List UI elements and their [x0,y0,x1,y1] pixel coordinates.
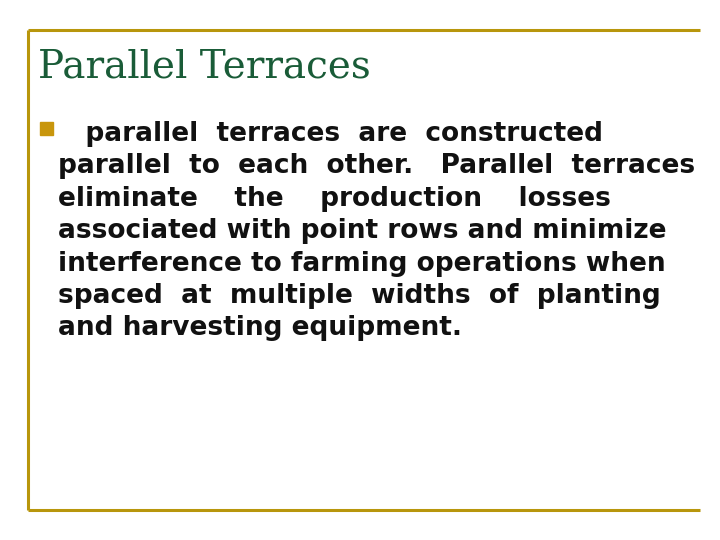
Text: Parallel Terraces: Parallel Terraces [38,48,371,85]
Bar [40,122,53,135]
Text: parallel  terraces  are  constructed
parallel  to  each  other.   Parallel  terr: parallel terraces are constructed parall… [58,121,695,341]
